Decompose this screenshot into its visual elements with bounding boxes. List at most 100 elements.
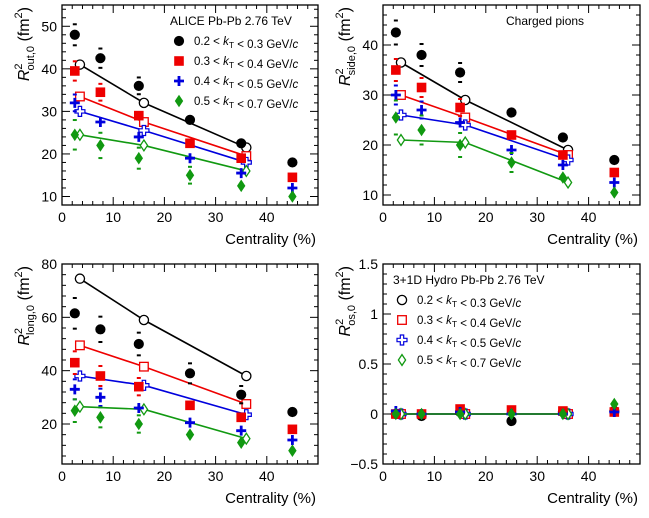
data-point (95, 87, 106, 98)
chart-panel-bottom-left: 0 10 20 30 40 20 40 60 80 Centrality (%) R2long,0 … (13, 256, 319, 507)
legend-label: 0.5 < kT < 0.7 GeV/c (194, 96, 299, 111)
data-series-3 (391, 397, 619, 421)
data-point (507, 407, 516, 421)
data-series-0 (69, 297, 298, 418)
x-tick-label: 30 (208, 468, 224, 484)
data-point (506, 107, 517, 118)
x-tick-label: 40 (581, 209, 597, 225)
data-point (506, 130, 517, 140)
hydro-point (241, 399, 252, 409)
legend-title: 3+1D Hydro Pb-Pb 2.76 TeV (393, 273, 545, 287)
legend-marker (396, 294, 408, 306)
hydro-line (79, 133, 247, 172)
data-point (390, 27, 401, 38)
data-point (96, 139, 105, 152)
x-tick-label: 40 (259, 468, 275, 484)
y-tick-label: 30 (41, 103, 57, 119)
y-axis-title: R2long,0 (fm2) (13, 266, 37, 346)
data-point (417, 407, 426, 421)
data-point (455, 407, 465, 421)
x-axis: 0 10 20 30 40 (379, 5, 641, 225)
x-tick-label: 10 (427, 209, 443, 225)
data-point (236, 425, 247, 436)
y-axis: 10 20 30 40 (362, 4, 640, 206)
data-point (95, 392, 106, 403)
data-point (609, 167, 620, 178)
data-point (558, 171, 568, 184)
data-point (185, 168, 195, 182)
data-point (184, 368, 196, 379)
data-point (185, 138, 195, 149)
x-tick-label: 0 (58, 209, 66, 225)
data-point (416, 82, 427, 93)
data-point (236, 436, 246, 449)
data-point (134, 381, 144, 392)
legend-label: 0.4 < kT < 0.5 GeV/c (194, 76, 299, 91)
legend-label: 0.3 < kT < 0.4 GeV/c (417, 315, 522, 330)
hydro-line (400, 94, 569, 156)
data-point (416, 49, 427, 61)
data-series-3 (70, 119, 297, 203)
data-point (185, 400, 195, 411)
data-point (236, 389, 247, 400)
y-tick-label: 40 (41, 61, 57, 77)
legend-title: Charged pions (506, 14, 584, 28)
y-axis: 20 40 60 80 (41, 256, 318, 457)
data-series-3 (391, 99, 619, 199)
hydro-point (395, 57, 407, 68)
legend: Charged pions (506, 14, 584, 28)
data-point (133, 338, 144, 350)
hydro-point (75, 400, 85, 414)
y-tick-label: −0.5 (350, 456, 378, 472)
data-point (287, 435, 298, 445)
data-series-2 (390, 84, 620, 188)
x-axis-title: Centrality (%) (547, 490, 638, 507)
hydro-point (74, 105, 86, 117)
x-tick-label: 10 (105, 209, 121, 225)
data-series-2 (69, 378, 298, 445)
y-tick-label: 30 (362, 87, 378, 103)
data-point (134, 417, 144, 431)
x-tick-label: 20 (478, 209, 494, 225)
data-point (133, 80, 144, 91)
data-point (287, 424, 298, 435)
data-point (287, 406, 298, 418)
y-axis-title: R2out,0 (fm2) (13, 7, 37, 81)
data-point (70, 404, 80, 417)
x-tick-label: 20 (157, 468, 173, 484)
data-series-1 (391, 404, 620, 419)
y-tick-label: 20 (41, 416, 57, 432)
y-tick-label: 80 (41, 256, 57, 272)
x-tick-label: 0 (379, 468, 387, 484)
data-point (288, 444, 297, 457)
data-point (70, 66, 80, 76)
y-axis-title: R2os,0 (fm2) (334, 266, 358, 336)
legend-marker (174, 94, 184, 108)
data-series-3 (70, 398, 297, 457)
data-point (69, 97, 80, 108)
data-point (185, 153, 195, 164)
data-point (390, 90, 401, 100)
legend-label: 0.5 < kT < 0.7 GeV/c (417, 355, 522, 370)
hydro-line (79, 405, 247, 440)
y-axis: −0.5 0 0.5 1 1.5 (350, 256, 640, 472)
data-point (391, 65, 401, 75)
data-series-0 (390, 19, 620, 166)
y-tick-label: 1 (370, 306, 378, 322)
x-tick-label: 30 (529, 209, 545, 225)
hydro-point (563, 175, 573, 190)
hydro-series-0 (74, 273, 252, 382)
data-point (416, 105, 427, 115)
data-point (133, 131, 144, 142)
y-axis: 10 20 30 40 50 (41, 8, 318, 206)
data-series-1 (70, 60, 298, 183)
data-point (70, 128, 80, 142)
data-point (134, 151, 144, 165)
hydro-point (74, 273, 86, 284)
x-axis-title: Centrality (%) (225, 490, 316, 507)
data-point (391, 407, 401, 421)
legend: ALICE Pb-Pb 2.76 TeV 0.2 < kT < 0.3 GeV/c… (170, 14, 299, 111)
legend-marker (397, 353, 407, 367)
